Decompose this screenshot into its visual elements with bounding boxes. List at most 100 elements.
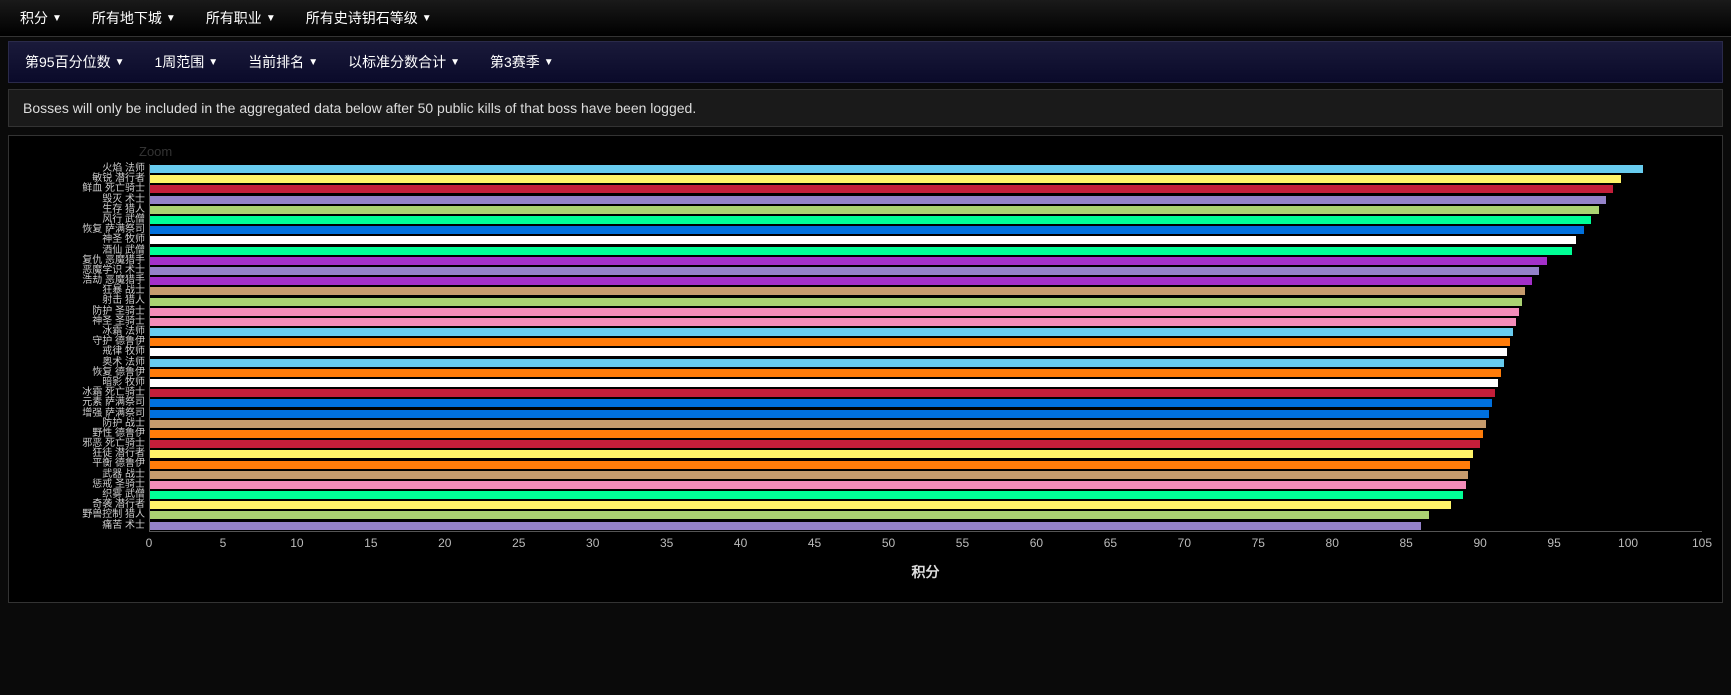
- y-label: 元素 萨满祭司: [82, 398, 145, 408]
- bar[interactable]: [150, 267, 1539, 275]
- bar[interactable]: [150, 165, 1643, 173]
- y-label: 神圣 牧师: [102, 235, 145, 245]
- bar-row: [150, 174, 1702, 184]
- bar-row: [150, 327, 1702, 337]
- x-tick: 60: [1030, 536, 1043, 550]
- bar[interactable]: [150, 379, 1498, 387]
- bar-row: [150, 378, 1702, 388]
- notice-text: Bosses will only be included in the aggr…: [23, 100, 696, 116]
- bar[interactable]: [150, 287, 1525, 295]
- bar[interactable]: [150, 399, 1492, 407]
- bar[interactable]: [150, 247, 1572, 255]
- bar[interactable]: [150, 410, 1489, 418]
- bar-row: [150, 266, 1702, 276]
- caret-down-icon: ▼: [115, 57, 125, 68]
- filter-label: 当前排名: [248, 52, 304, 72]
- filter-percentile[interactable]: 第95百分位数 ▼: [25, 52, 124, 72]
- bar[interactable]: [150, 471, 1468, 479]
- x-tick: 75: [1252, 536, 1265, 550]
- bar[interactable]: [150, 318, 1516, 326]
- bar-row: [150, 398, 1702, 408]
- x-tick: 25: [512, 536, 525, 550]
- chart-area: 火焰 法师敏锐 潜行者鲜血 死亡骑士毁灭 术士生存 猎人风行 武僧恢复 萨满祭司…: [29, 164, 1702, 532]
- filter-timerange[interactable]: 1周范围 ▼: [154, 52, 218, 72]
- bar-row: [150, 307, 1702, 317]
- bar[interactable]: [150, 522, 1421, 530]
- bar-row: [150, 225, 1702, 235]
- bar[interactable]: [150, 511, 1429, 519]
- x-tick: 90: [1473, 536, 1486, 550]
- bar-row: [150, 256, 1702, 266]
- caret-down-icon: ▼: [450, 57, 460, 68]
- x-tick: 70: [1178, 536, 1191, 550]
- bar-row: [150, 286, 1702, 296]
- bar-row: [150, 429, 1702, 439]
- x-tick: 35: [660, 536, 673, 550]
- bar[interactable]: [150, 450, 1473, 458]
- bar-row: [150, 439, 1702, 449]
- bar[interactable]: [150, 338, 1510, 346]
- bar[interactable]: [150, 236, 1576, 244]
- bar-row: [150, 235, 1702, 245]
- bar[interactable]: [150, 369, 1501, 377]
- bar[interactable]: [150, 359, 1504, 367]
- notice-banner: Bosses will only be included in the aggr…: [8, 89, 1723, 127]
- filter-ranking[interactable]: 当前排名 ▼: [248, 52, 318, 72]
- bar-row: [150, 276, 1702, 286]
- bar[interactable]: [150, 277, 1532, 285]
- bar-row: [150, 409, 1702, 419]
- x-tick: 85: [1400, 536, 1413, 550]
- nav-dungeons[interactable]: 所有地下城 ▼: [92, 8, 176, 28]
- bar[interactable]: [150, 461, 1470, 469]
- nav-points[interactable]: 积分 ▼: [20, 8, 62, 28]
- bar[interactable]: [150, 481, 1466, 489]
- bar[interactable]: [150, 501, 1451, 509]
- nav-label: 所有史诗钥石等级: [306, 8, 418, 28]
- nav-label: 所有地下城: [92, 8, 162, 28]
- nav-classes[interactable]: 所有职业 ▼: [206, 8, 276, 28]
- x-tick: 5: [220, 536, 227, 550]
- filter-label: 1周范围: [154, 52, 204, 72]
- bar[interactable]: [150, 348, 1507, 356]
- x-tick: 0: [146, 536, 153, 550]
- bar-row: [150, 521, 1702, 531]
- bar[interactable]: [150, 175, 1621, 183]
- bar[interactable]: [150, 298, 1522, 306]
- bar[interactable]: [150, 420, 1486, 428]
- zoom-label: Zoom: [139, 144, 172, 159]
- filter-season[interactable]: 第3赛季 ▼: [490, 52, 554, 72]
- caret-down-icon: ▼: [544, 57, 554, 68]
- bar[interactable]: [150, 196, 1606, 204]
- x-tick: 50: [882, 536, 895, 550]
- caret-down-icon: ▼: [266, 13, 276, 24]
- caret-down-icon: ▼: [308, 57, 318, 68]
- filter-bar: 第95百分位数 ▼ 1周范围 ▼ 当前排名 ▼ 以标准分数合计 ▼ 第3赛季 ▼: [8, 41, 1723, 83]
- bar-row: [150, 205, 1702, 215]
- filter-label: 第95百分位数: [25, 52, 111, 72]
- bar[interactable]: [150, 308, 1519, 316]
- nav-keystone[interactable]: 所有史诗钥石等级 ▼: [306, 8, 432, 28]
- caret-down-icon: ▼: [166, 13, 176, 24]
- chart-panel: Zoom 火焰 法师敏锐 潜行者鲜血 死亡骑士毁灭 术士生存 猎人风行 武僧恢复…: [8, 135, 1723, 603]
- x-tick: 45: [808, 536, 821, 550]
- bar-row: [150, 215, 1702, 225]
- bar[interactable]: [150, 216, 1591, 224]
- x-tick: 55: [956, 536, 969, 550]
- bar-row: [150, 317, 1702, 327]
- bars-area: [149, 164, 1702, 532]
- bar[interactable]: [150, 389, 1495, 397]
- bar[interactable]: [150, 328, 1513, 336]
- filter-label: 第3赛季: [490, 52, 540, 72]
- bar[interactable]: [150, 226, 1584, 234]
- bar[interactable]: [150, 257, 1547, 265]
- x-tick: 100: [1618, 536, 1638, 550]
- bar[interactable]: [150, 440, 1480, 448]
- bar[interactable]: [150, 430, 1483, 438]
- caret-down-icon: ▼: [422, 13, 432, 24]
- bar-row: [150, 480, 1702, 490]
- bar[interactable]: [150, 185, 1613, 193]
- filter-stdscore[interactable]: 以标准分数合计 ▼: [348, 52, 460, 72]
- bar[interactable]: [150, 491, 1463, 499]
- bar[interactable]: [150, 206, 1599, 214]
- x-tick: 105: [1692, 536, 1712, 550]
